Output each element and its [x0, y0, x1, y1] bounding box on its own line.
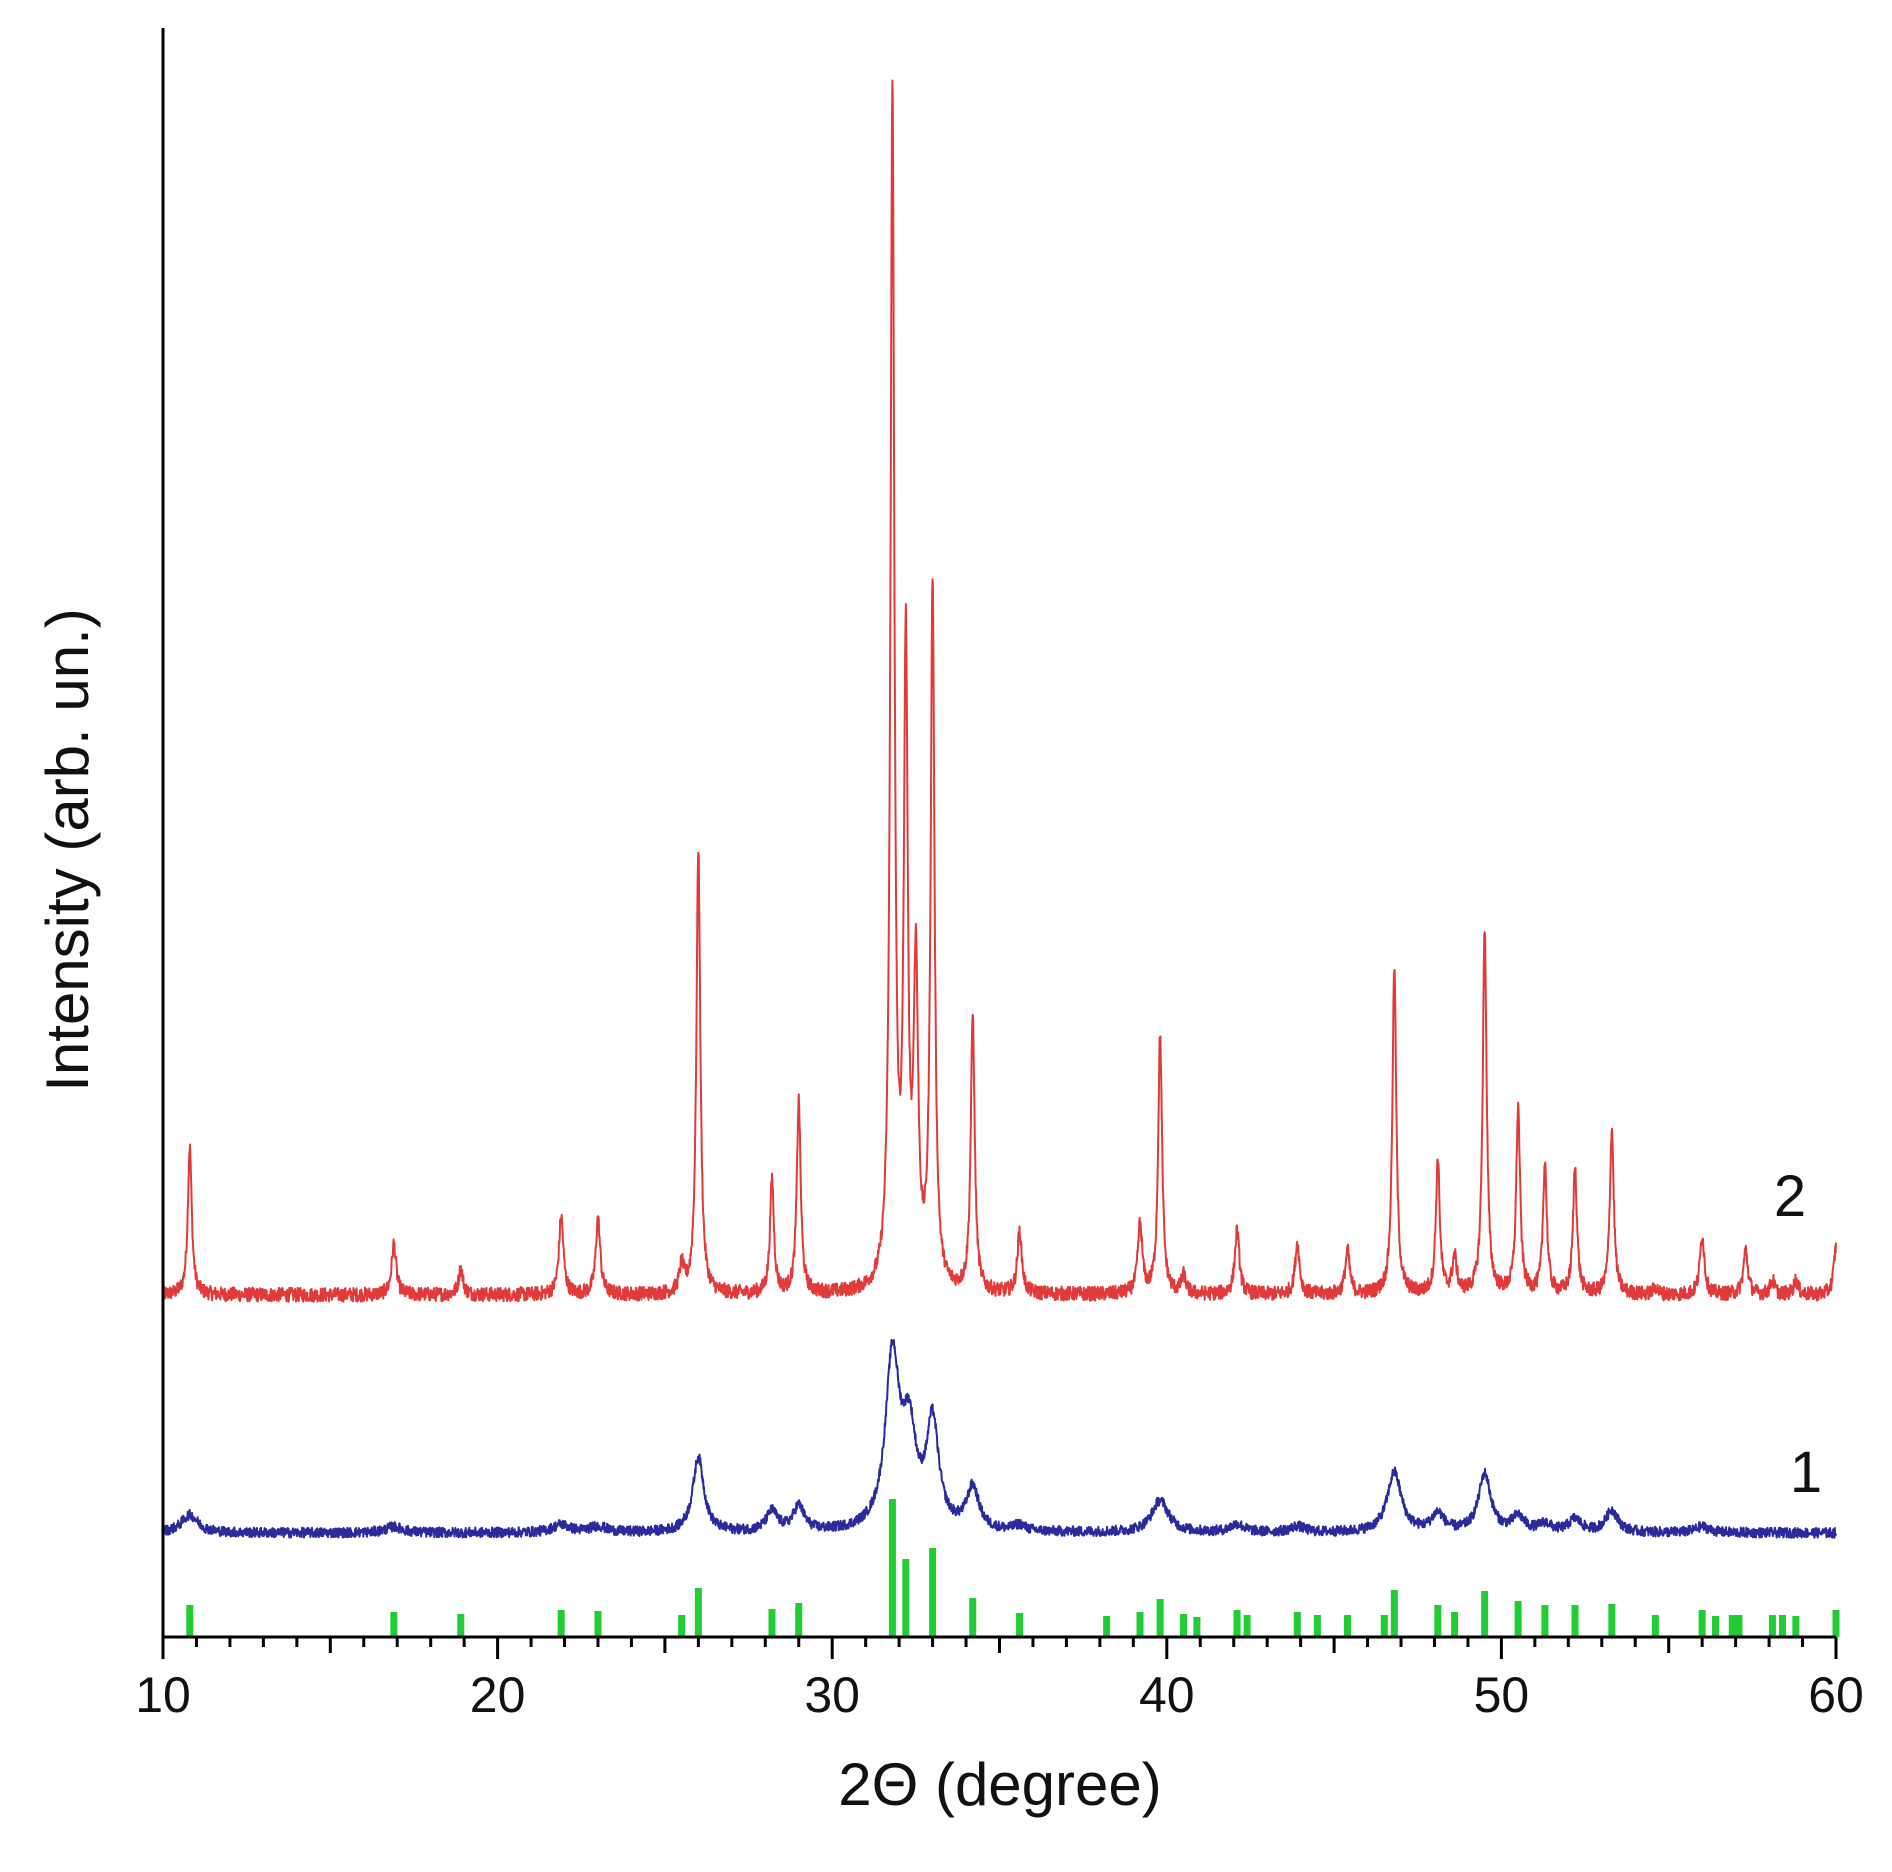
reference-bar [1016, 1613, 1024, 1637]
series-line-1 [162, 1338, 1837, 1539]
x-tick-label: 60 [1808, 1667, 1864, 1723]
reference-bar [1608, 1604, 1616, 1637]
x-tick-label: 40 [1139, 1667, 1195, 1723]
reference-bar [1792, 1616, 1800, 1637]
reference-bar [1293, 1612, 1301, 1637]
reference-bar [1343, 1615, 1351, 1637]
reference-bar [1390, 1590, 1398, 1637]
reference-bar [1451, 1612, 1459, 1637]
reference-bar [969, 1598, 977, 1637]
reference-bar [1778, 1615, 1786, 1637]
x-tick-label: 10 [135, 1667, 191, 1723]
y-axis-title: Intensity (arb. un.) [34, 608, 101, 1092]
reference-bar [1571, 1605, 1579, 1637]
reference-bar [1712, 1616, 1720, 1637]
reference-bar [1103, 1616, 1111, 1637]
series-label-1: 1 [1790, 1440, 1822, 1505]
reference-bar [1735, 1615, 1743, 1637]
reference-bar [1136, 1612, 1144, 1637]
reference-bar [694, 1588, 702, 1637]
series-line-2 [162, 79, 1837, 1303]
reference-bar [1156, 1599, 1164, 1637]
reference-bar [1768, 1615, 1776, 1637]
reference-bar [768, 1609, 776, 1637]
reference-bar [678, 1615, 686, 1637]
reference-bar [1380, 1615, 1388, 1637]
reference-bar [888, 1499, 896, 1637]
reference-bar [1514, 1601, 1522, 1637]
reference-bar [457, 1614, 465, 1637]
reference-bar [929, 1548, 937, 1637]
reference-bar [1434, 1605, 1442, 1637]
reference-bar [1832, 1610, 1840, 1637]
series-group [162, 79, 1837, 1539]
reference-bar [902, 1559, 910, 1637]
x-axis-title: 2Θ (degree) [838, 1751, 1162, 1818]
x-tick-label: 20 [470, 1667, 526, 1723]
reference-bar [1313, 1615, 1321, 1637]
reference-bar [1233, 1610, 1241, 1637]
reference-bar [1481, 1591, 1489, 1637]
reference-bar [1541, 1605, 1549, 1637]
reference-lines [186, 1499, 1840, 1637]
x-ticks: 10 20 30 40 50 60 [135, 1637, 1864, 1723]
reference-bar [1243, 1615, 1251, 1637]
reference-bar [1651, 1615, 1659, 1637]
reference-bar [594, 1611, 602, 1637]
reference-bar [390, 1612, 398, 1637]
reference-bar [795, 1603, 803, 1637]
reference-bar [557, 1610, 565, 1637]
series-label-2: 2 [1774, 1164, 1806, 1229]
reference-bar [186, 1605, 194, 1637]
x-tick-label: 50 [1474, 1667, 1530, 1723]
reference-bar [1193, 1617, 1201, 1637]
reference-bar [1180, 1614, 1188, 1637]
x-tick-label: 30 [804, 1667, 860, 1723]
reference-bar [1698, 1610, 1706, 1637]
reference-bar [1728, 1615, 1736, 1637]
